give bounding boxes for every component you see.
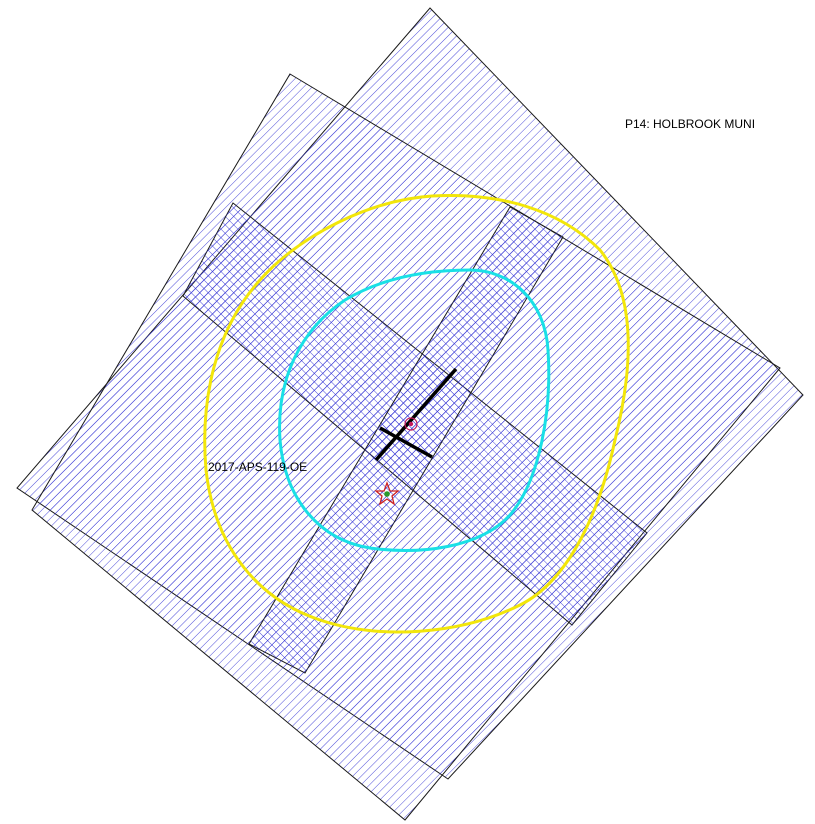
runway-cross-line (379, 426, 433, 459)
obstacle-star-icon (374, 481, 400, 506)
yellow-contour (203, 193, 630, 634)
airport-reference-icon (404, 417, 418, 431)
cyan-contour (278, 268, 551, 552)
runway-strip-ne-sw-overlay (249, 207, 563, 673)
airport-label: P14: HOLBROOK MUNI (625, 117, 755, 131)
runway-main-line (374, 367, 458, 462)
obstacle-label: 2017-APS-119-OE (208, 460, 307, 474)
